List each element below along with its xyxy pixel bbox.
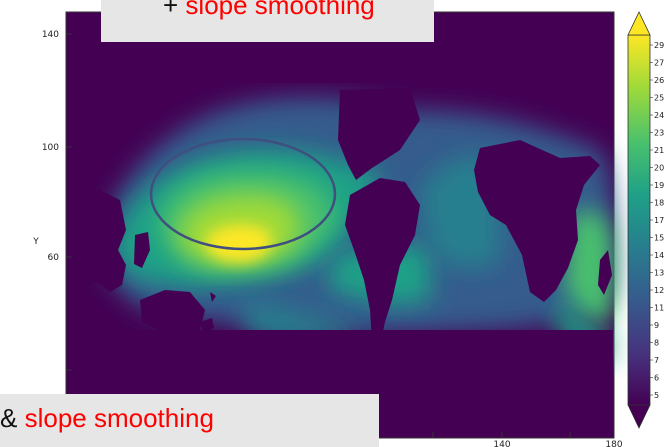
island-1 <box>134 232 150 268</box>
colorbar-tick-label: 26 <box>654 76 664 85</box>
colorbar: 29 27 26 25 24 23 21 20 19 18 17 15 14 13 12 11 9 8 7 6 5 <box>627 11 664 429</box>
colorbar-body <box>627 34 651 406</box>
x-tick-140: 140 <box>493 440 510 447</box>
colorbar-tick-label: 12 <box>654 286 664 295</box>
colorbar-tick-label: 21 <box>654 146 664 155</box>
y-tick-60: 60 <box>48 253 60 263</box>
colorbar-tick-label: 19 <box>654 181 664 190</box>
colorbar-tick-label: 25 <box>654 94 664 103</box>
island-2 <box>200 318 214 334</box>
colorbar-tick-label: 18 <box>654 199 664 208</box>
land <box>67 88 612 345</box>
colorbar-tick-label: 7 <box>654 356 659 365</box>
land-south-america <box>345 178 420 345</box>
overlay-bottom: & slope smoothing <box>0 394 379 447</box>
colorbar-tick-label: 29 <box>654 41 664 50</box>
land-madagascar <box>598 250 612 295</box>
y-axis-label: Y <box>32 237 39 247</box>
overlay-bottom-highlight: slope smoothing <box>24 403 214 433</box>
colorbar-tick-label: 17 <box>654 216 664 225</box>
colorbar-max-arrow <box>627 11 651 36</box>
land-africa <box>474 140 600 302</box>
colorbar-tick-label: 24 <box>654 111 664 120</box>
y-tick-140: 140 <box>42 30 59 40</box>
colorbar-min-arrow <box>627 404 651 429</box>
colorbar-tick-label: 8 <box>654 339 659 348</box>
colorbar-tick-label: 5 <box>654 391 659 400</box>
colorbar-tick-label: 20 <box>654 164 664 173</box>
overlay-top: + slope smoothing <box>101 0 434 42</box>
colorbar-tick-label: 6 <box>654 374 659 383</box>
colorbar-tick-label: 9 <box>654 321 659 330</box>
colorbar-tick-label: 13 <box>654 269 664 278</box>
colorbar-ticks: 29 27 26 25 24 23 21 20 19 18 17 15 14 13 12 11 9 8 7 6 5 <box>650 41 664 400</box>
colorbar-tick-label: 23 <box>654 129 664 138</box>
land-north-america <box>338 88 420 180</box>
x-tick-180: 180 <box>605 440 622 447</box>
land-australia <box>140 290 205 336</box>
y-axis-ticks <box>66 33 72 371</box>
land-west <box>67 190 126 292</box>
overlay-top-highlight: slope smoothing <box>185 0 375 20</box>
overlay-top-prefix: + <box>163 0 186 20</box>
x-axis-ticks <box>432 432 571 438</box>
colorbar-tick-label: 15 <box>654 234 664 243</box>
colorbar-tick-label: 27 <box>654 59 664 68</box>
colorbar-tick-label: 14 <box>654 251 664 260</box>
colorbar-tick-label: 11 <box>654 304 664 313</box>
y-tick-100: 100 <box>42 143 59 153</box>
island-3 <box>210 292 216 302</box>
overlay-bottom-prefix: & <box>0 403 25 433</box>
highlight-ellipse <box>149 137 337 251</box>
